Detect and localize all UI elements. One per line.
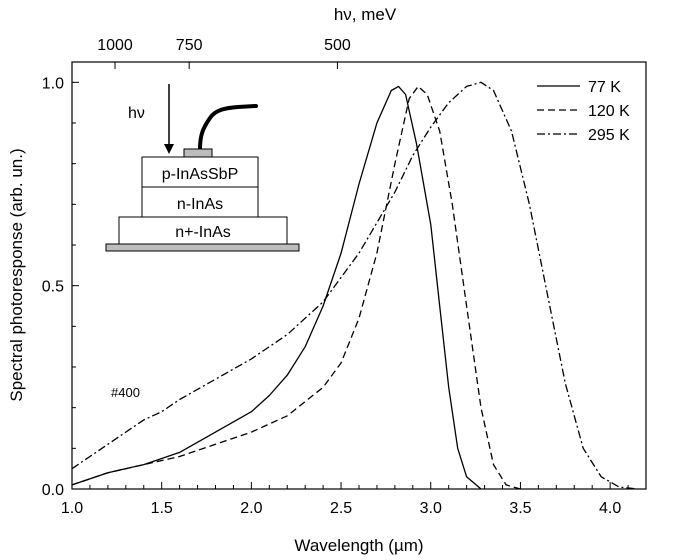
series-line-3 (71, 81, 638, 490)
series-line-2 (71, 85, 521, 490)
x-tick-label: 2.5 (330, 500, 352, 517)
y-tick-label: 0.5 (42, 279, 64, 296)
contact-wire (198, 104, 258, 151)
y-axis-ticks: 0.0 0.5 1.0 (42, 75, 79, 499)
y-tick-label: 1.0 (42, 75, 64, 92)
layer-n-plus-inas-label: n+-InAs (175, 224, 231, 241)
layer-n-inas (141, 186, 259, 218)
legend: 77 K 120 K 295 K (537, 79, 630, 144)
inset-arrow-label: hν (128, 105, 145, 122)
legend-label-3: 295 K (588, 127, 630, 144)
layer-n-inas-label: n-InAs (177, 196, 223, 213)
x-axis-title: Wavelength (µm) (294, 536, 423, 555)
layer-p-inassbp (141, 156, 259, 188)
x-tick-label: 1.5 (151, 500, 173, 517)
light-arrow-head (164, 144, 174, 154)
legend-label-1: 77 K (588, 79, 621, 96)
top-tick-label: 500 (324, 37, 351, 54)
x-tick-label: 1.0 (61, 500, 83, 517)
y-axis-title: Spectral photoresponse (arb. un.) (7, 148, 26, 401)
layer-p-inassbp-label: p-InAsSbP (162, 166, 238, 183)
plot-frame (71, 61, 647, 490)
series-lines (71, 81, 638, 490)
legend-label-2: 120 K (588, 103, 630, 120)
x-tick-label: 4.0 (599, 500, 621, 517)
top-tick-label: 750 (176, 37, 203, 54)
device-inset: hν p-InAsSbP n-InAs n+-InAs (105, 84, 300, 252)
series-line-1 (71, 85, 482, 490)
x-axis-ticks: 1.0 1.5 2.0 2.5 3.0 3.5 4.0 (61, 482, 647, 517)
x-tick-label: 2.0 (240, 500, 262, 517)
substrate-base (105, 243, 300, 252)
x-tick-label: 3.0 (420, 500, 442, 517)
y-tick-label: 0.0 (42, 482, 64, 499)
x-tick-label: 3.5 (509, 500, 531, 517)
sample-annotation: #400 (111, 385, 140, 400)
top-tick-label: 1000 (97, 37, 133, 54)
layer-n-plus-inas (118, 216, 288, 245)
top-axis-title: hν, meV (334, 5, 397, 24)
top-contact-pad (183, 148, 213, 158)
top-axis-ticks: 1000 750 500 (97, 37, 351, 69)
